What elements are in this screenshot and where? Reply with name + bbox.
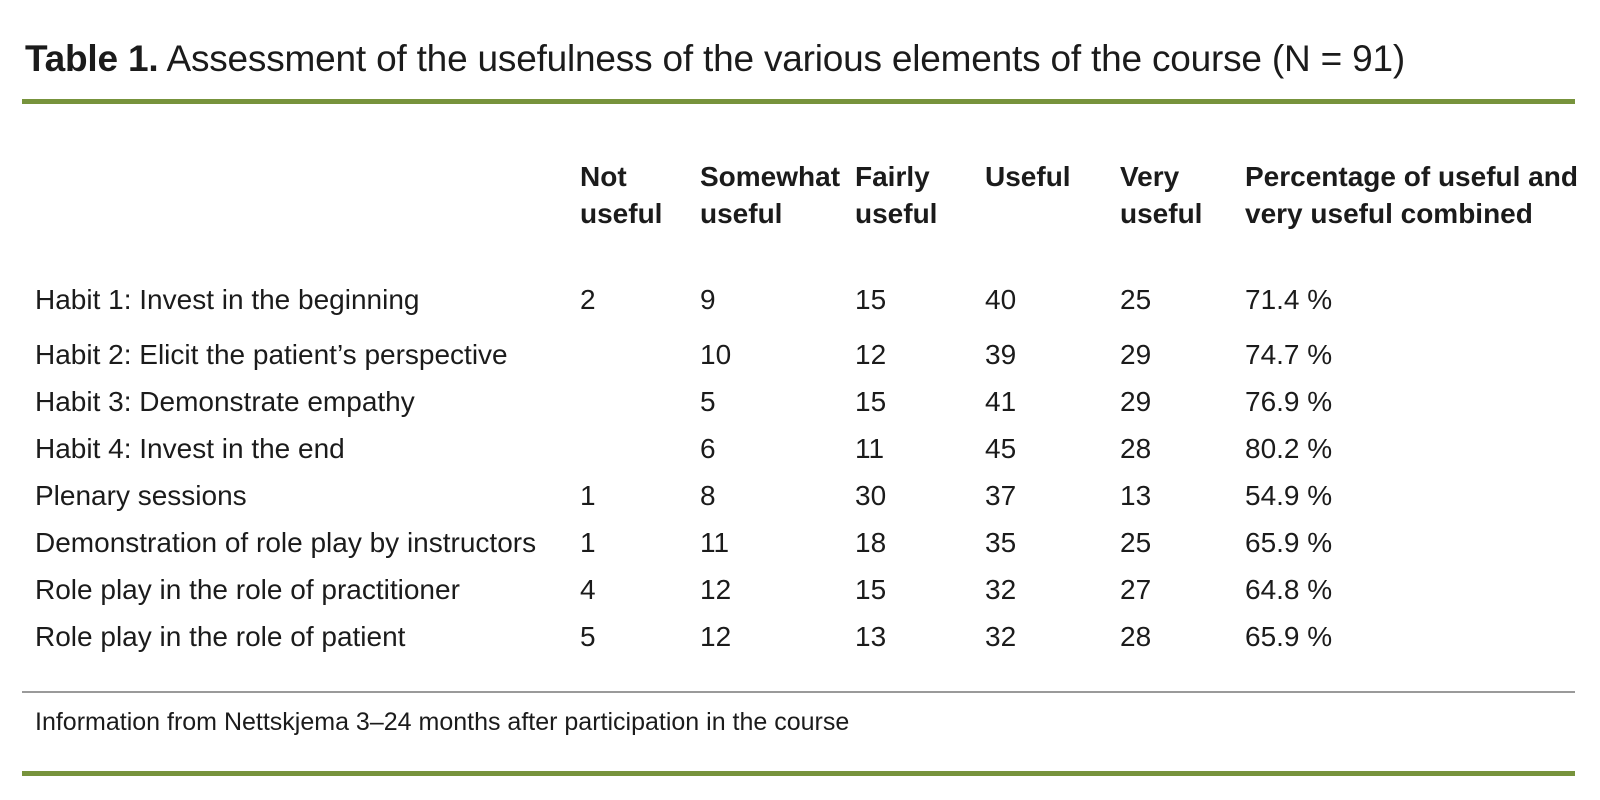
- column-header-useful: Useful: [985, 158, 1120, 232]
- cell-value: 25: [1120, 526, 1152, 558]
- table-row: Plenary sessions 1 8 30 37 13 54.9 %: [35, 472, 1575, 519]
- cell-value: 39: [985, 338, 1017, 370]
- cell-value: 74.7 %: [1245, 338, 1333, 370]
- cell-value: 76.9 %: [1245, 385, 1333, 417]
- cell-value: 15: [855, 283, 887, 315]
- cell-value: 64.8 %: [1245, 573, 1333, 605]
- cell-value: 32: [985, 620, 1017, 652]
- cell-value: 80.2 %: [1245, 432, 1333, 464]
- cell-value: 32: [985, 573, 1017, 605]
- cell-value: 10: [700, 338, 732, 370]
- cell-value: 12: [700, 620, 732, 652]
- cell-value: 71.4 %: [1245, 283, 1333, 315]
- cell-value: 4: [580, 573, 596, 605]
- table-row: Role play in the role of patient 5 12 13…: [35, 613, 1575, 660]
- cell-value: 29: [1120, 385, 1152, 417]
- column-header-somewhat-useful: Somewhat useful: [700, 158, 855, 232]
- table-row: Habit 2: Elicit the patient’s perspectiv…: [35, 331, 1575, 378]
- row-label: Habit 3: Demonstrate empathy: [35, 385, 415, 417]
- cell-value: 41: [985, 385, 1017, 417]
- cell-value: 15: [855, 573, 887, 605]
- cell-value: 12: [700, 573, 732, 605]
- table-row: Habit 4: Invest in the end 6 11 45 28 80…: [35, 425, 1575, 472]
- column-header-fairly-useful: Fairly useful: [855, 158, 985, 232]
- table-row: Role play in the role of practitioner 4 …: [35, 566, 1575, 613]
- cell-value: 28: [1120, 432, 1152, 464]
- column-header-percentage-combined: Percentage of useful and very useful com…: [1245, 158, 1578, 232]
- column-header-very-useful: Very useful: [1120, 158, 1245, 232]
- table-row: Habit 3: Demonstrate empathy 5 15 41 29 …: [35, 378, 1575, 425]
- cell-value: 9: [700, 283, 716, 315]
- header-line: Not: [580, 161, 627, 192]
- header-line: useful: [855, 198, 938, 229]
- row-label: Habit 4: Invest in the end: [35, 432, 345, 464]
- row-label: Role play in the role of practitioner: [35, 573, 460, 605]
- header-line: Percentage of useful and: [1245, 161, 1578, 192]
- cell-value: 13: [1120, 479, 1152, 511]
- cell-value: 35: [985, 526, 1017, 558]
- cell-value: 5: [700, 385, 716, 417]
- header-line: useful: [700, 198, 783, 229]
- top-divider-rule: [22, 99, 1575, 104]
- cell-value: 25: [1120, 283, 1152, 315]
- cell-value: 45: [985, 432, 1017, 464]
- cell-value: 27: [1120, 573, 1152, 605]
- cell-value: 5: [580, 620, 596, 652]
- bottom-divider-rule: [22, 771, 1575, 776]
- table-footnote: Information from Nettskjema 3–24 months …: [35, 708, 850, 736]
- row-label: Demonstration of role play by instructor…: [35, 526, 537, 558]
- cell-value: 40: [985, 283, 1017, 315]
- header-spacer: [35, 158, 580, 232]
- cell-value: 15: [855, 385, 887, 417]
- cell-value: 11: [700, 526, 730, 558]
- cell-value: 12: [855, 338, 887, 370]
- cell-value: 8: [700, 479, 716, 511]
- cell-value: 28: [1120, 620, 1152, 652]
- column-header-not-useful: Not useful: [580, 158, 700, 232]
- header-line: Somewhat: [700, 161, 841, 192]
- row-label: Habit 1: Invest in the beginning: [35, 283, 420, 315]
- footnote-divider-rule: [22, 691, 1575, 693]
- header-line: Very: [1120, 161, 1180, 192]
- header-line: Useful: [985, 161, 1071, 192]
- cell-value: 6: [700, 432, 716, 464]
- header-line: very useful combined: [1245, 198, 1533, 229]
- page-title: Table 1. Assessment of the usefulness of…: [25, 38, 1405, 80]
- row-label: Role play in the role of patient: [35, 620, 406, 652]
- table-body: Habit 1: Invest in the beginning 2 9 15 …: [35, 276, 1575, 660]
- cell-value: 18: [855, 526, 887, 558]
- cell-value: 37: [985, 479, 1017, 511]
- row-label: Plenary sessions: [35, 479, 247, 511]
- cell-value: 1: [580, 479, 596, 511]
- table-row: Demonstration of role play by instructor…: [35, 519, 1575, 566]
- cell-value: 13: [855, 620, 887, 652]
- row-label: Habit 2: Elicit the patient’s perspectiv…: [35, 338, 508, 370]
- cell-value: 54.9 %: [1245, 479, 1333, 511]
- cell-value: 2: [580, 283, 596, 315]
- table-row: Habit 1: Invest in the beginning 2 9 15 …: [35, 276, 1575, 323]
- table-header-row: Not useful Somewhat useful Fairly useful…: [35, 158, 1578, 232]
- cell-value: 65.9 %: [1245, 620, 1333, 652]
- cell-value: 30: [855, 479, 887, 511]
- cell-value: 29: [1120, 338, 1152, 370]
- cell-value: 11: [855, 432, 885, 464]
- cell-value: 65.9 %: [1245, 526, 1333, 558]
- header-line: useful: [1120, 198, 1203, 229]
- header-line: Fairly: [855, 161, 930, 192]
- cell-value: 1: [580, 526, 596, 558]
- table-caption: Assessment of the usefulness of the vari…: [158, 38, 1405, 79]
- header-line: useful: [580, 198, 663, 229]
- table-number-label: Table 1.: [25, 38, 159, 79]
